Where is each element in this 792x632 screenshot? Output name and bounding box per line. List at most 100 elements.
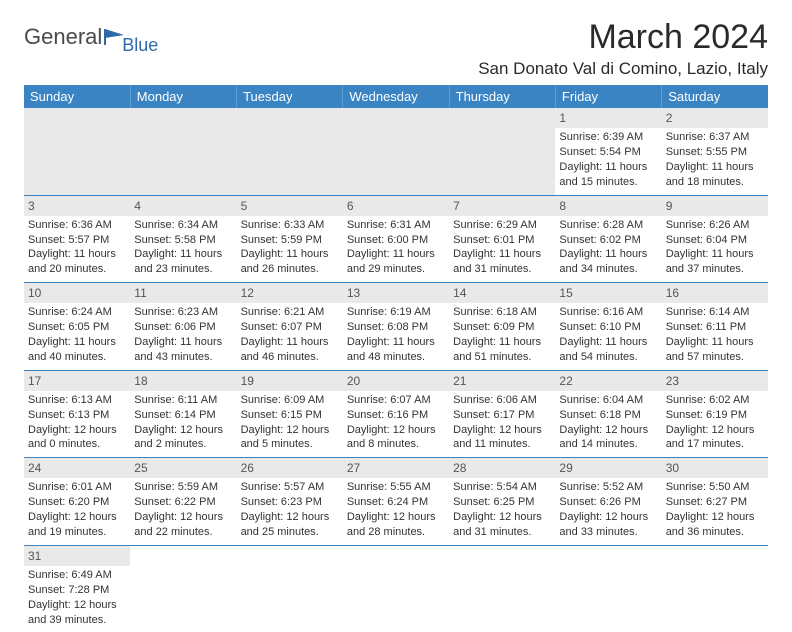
cell-line: Sunset: 6:16 PM (347, 408, 445, 423)
title-block: March 2024 San Donato Val di Comino, Laz… (478, 18, 768, 79)
cell-line: Sunset: 6:00 PM (347, 233, 445, 248)
calendar-cell: 30Sunrise: 5:50 AMSunset: 6:27 PMDayligh… (662, 458, 768, 546)
cell-line: Sunset: 6:23 PM (241, 495, 339, 510)
cell-line: Sunset: 6:19 PM (666, 408, 764, 423)
cell-line: Sunset: 6:14 PM (134, 408, 232, 423)
calendar-cell (24, 108, 130, 195)
calendar-cell: 27Sunrise: 5:55 AMSunset: 6:24 PMDayligh… (343, 458, 449, 546)
cell-line: and 29 minutes. (347, 262, 445, 277)
cell-line: Sunrise: 6:33 AM (241, 218, 339, 233)
cell-line: Daylight: 12 hours (134, 510, 232, 525)
calendar-cell (343, 108, 449, 195)
calendar-cell: 28Sunrise: 5:54 AMSunset: 6:25 PMDayligh… (449, 458, 555, 546)
day-number: 30 (662, 458, 768, 478)
cell-line: Daylight: 12 hours (453, 423, 551, 438)
calendar-cell: 1 Sunrise: 6:39 AMSunset: 5:54 PMDaylight… (555, 108, 661, 195)
cell-line: and 20 minutes. (28, 262, 126, 277)
calendar-cell: 29Sunrise: 5:52 AMSunset: 6:26 PMDayligh… (555, 458, 661, 546)
cell-line: Sunset: 5:57 PM (28, 233, 126, 248)
cell-line: Sunrise: 6:21 AM (241, 305, 339, 320)
calendar-week: 1 Sunrise: 6:39 AMSunset: 5:54 PMDaylight… (24, 108, 768, 195)
calendar-cell (130, 108, 236, 195)
logo-text-1: General (24, 24, 102, 50)
cell-line: Sunset: 6:13 PM (28, 408, 126, 423)
cell-line: Daylight: 11 hours (347, 335, 445, 350)
day-number: 14 (449, 283, 555, 303)
logo-text-2: Blue (122, 35, 158, 56)
cell-line: Daylight: 12 hours (559, 423, 657, 438)
calendar-table: SundayMondayTuesdayWednesdayThursdayFrid… (24, 85, 768, 632)
calendar-cell (343, 545, 449, 632)
day-header: Friday (555, 85, 661, 108)
calendar-cell: 24Sunrise: 6:01 AMSunset: 6:20 PMDayligh… (24, 458, 130, 546)
cell-line: Sunrise: 5:57 AM (241, 480, 339, 495)
cell-line: and 54 minutes. (559, 350, 657, 365)
cell-line: Daylight: 11 hours (666, 247, 764, 262)
cell-line: Sunset: 5:59 PM (241, 233, 339, 248)
cell-line: and 2 minutes. (134, 437, 232, 452)
calendar-cell: 9Sunrise: 6:26 AMSunset: 6:04 PMDaylight… (662, 195, 768, 283)
cell-line: and 22 minutes. (134, 525, 232, 540)
day-number: 4 (130, 196, 236, 216)
cell-line: Daylight: 11 hours (559, 160, 657, 175)
calendar-cell: 4Sunrise: 6:34 AMSunset: 5:58 PMDaylight… (130, 195, 236, 283)
cell-line: Sunset: 6:15 PM (241, 408, 339, 423)
cell-line: Sunset: 6:06 PM (134, 320, 232, 335)
calendar-cell: 19Sunrise: 6:09 AMSunset: 6:15 PMDayligh… (237, 370, 343, 458)
day-number: 20 (343, 371, 449, 391)
cell-line: Sunrise: 6:16 AM (559, 305, 657, 320)
day-number: 1 (555, 108, 661, 128)
cell-line: Daylight: 12 hours (347, 423, 445, 438)
cell-line: Sunrise: 5:52 AM (559, 480, 657, 495)
cell-line: Daylight: 11 hours (134, 335, 232, 350)
calendar-week: 31Sunrise: 6:49 AMSunset: 7:28 PMDayligh… (24, 545, 768, 632)
cell-line: and 37 minutes. (666, 262, 764, 277)
cell-line: Daylight: 11 hours (28, 247, 126, 262)
cell-line: Sunrise: 6:07 AM (347, 393, 445, 408)
calendar-cell (449, 545, 555, 632)
cell-line: Daylight: 12 hours (666, 423, 764, 438)
cell-line: and 51 minutes. (453, 350, 551, 365)
cell-line: and 31 minutes. (453, 525, 551, 540)
cell-line: and 23 minutes. (134, 262, 232, 277)
cell-line: Daylight: 12 hours (347, 510, 445, 525)
cell-line: and 40 minutes. (28, 350, 126, 365)
cell-line: Sunset: 6:24 PM (347, 495, 445, 510)
cell-line: and 48 minutes. (347, 350, 445, 365)
header: General Blue March 2024 San Donato Val d… (24, 18, 768, 79)
cell-line: Daylight: 11 hours (666, 335, 764, 350)
calendar-cell: 18Sunrise: 6:11 AMSunset: 6:14 PMDayligh… (130, 370, 236, 458)
calendar-cell: 11Sunrise: 6:23 AMSunset: 6:06 PMDayligh… (130, 283, 236, 371)
day-header: Saturday (662, 85, 768, 108)
cell-line: and 8 minutes. (347, 437, 445, 452)
cell-line: and 18 minutes. (666, 175, 764, 190)
calendar-cell: 10Sunrise: 6:24 AMSunset: 6:05 PMDayligh… (24, 283, 130, 371)
day-header: Sunday (24, 85, 130, 108)
cell-line: Sunrise: 6:18 AM (453, 305, 551, 320)
day-number: 25 (130, 458, 236, 478)
cell-line: Sunrise: 6:09 AM (241, 393, 339, 408)
cell-line: Daylight: 12 hours (559, 510, 657, 525)
cell-line: Sunset: 6:17 PM (453, 408, 551, 423)
cell-line: Sunrise: 6:37 AM (666, 130, 764, 145)
cell-line: Sunrise: 6:39 AM (559, 130, 657, 145)
cell-line: and 25 minutes. (241, 525, 339, 540)
calendar-cell: 14Sunrise: 6:18 AMSunset: 6:09 PMDayligh… (449, 283, 555, 371)
cell-line: Sunset: 5:58 PM (134, 233, 232, 248)
day-number: 3 (24, 196, 130, 216)
cell-line: Sunset: 5:54 PM (559, 145, 657, 160)
day-number: 16 (662, 283, 768, 303)
day-number: 6 (343, 196, 449, 216)
cell-line: Sunset: 6:22 PM (134, 495, 232, 510)
calendar-cell (237, 545, 343, 632)
day-number: 12 (237, 283, 343, 303)
cell-line: Sunset: 5:55 PM (666, 145, 764, 160)
calendar-cell: 16Sunrise: 6:14 AMSunset: 6:11 PMDayligh… (662, 283, 768, 371)
calendar-cell: 12Sunrise: 6:21 AMSunset: 6:07 PMDayligh… (237, 283, 343, 371)
cell-line: Sunrise: 6:34 AM (134, 218, 232, 233)
cell-line: Sunset: 6:09 PM (453, 320, 551, 335)
cell-line: Sunrise: 5:50 AM (666, 480, 764, 495)
calendar-cell: 31Sunrise: 6:49 AMSunset: 7:28 PMDayligh… (24, 545, 130, 632)
month-title: March 2024 (478, 18, 768, 57)
day-number: 23 (662, 371, 768, 391)
